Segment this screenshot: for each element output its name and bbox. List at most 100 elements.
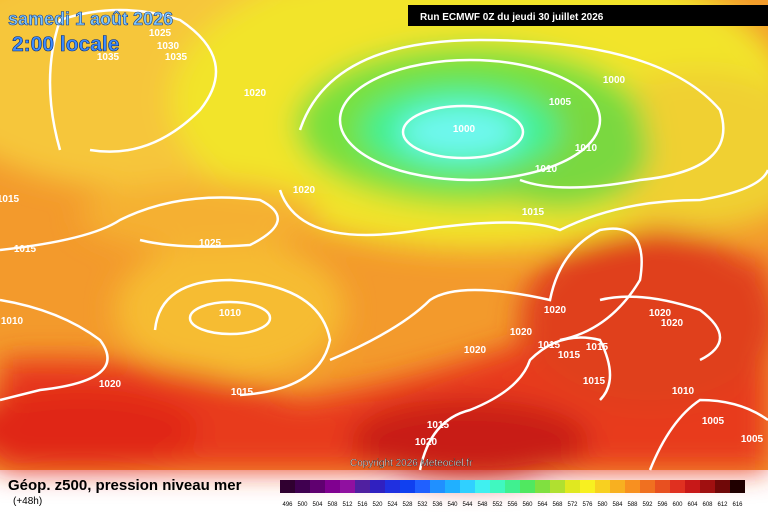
map-date: samedi 1 août 2026 (8, 9, 173, 29)
isobar-label: 1005 (549, 97, 572, 108)
colorbar-label: 512 (342, 502, 353, 508)
footer-lead: (+48h) (13, 496, 42, 507)
colorbar-swatch (280, 480, 295, 493)
footer-title: Géop. z500, pression niveau mer (8, 477, 242, 494)
colorbar-swatch (655, 480, 670, 493)
isobar-label: 1020 (510, 327, 533, 338)
colorbar-swatch (535, 480, 550, 493)
isobar-label: 1020 (544, 305, 567, 316)
colorbar-label: 556 (507, 502, 518, 508)
isobar-label: 1015 (586, 342, 609, 353)
colorbar-swatch (340, 480, 355, 493)
isobar-label: 1030 (157, 41, 180, 52)
isobar-label: 1015 (0, 194, 20, 205)
map-time: 2:00 locale (12, 33, 119, 56)
colorbar-label: 536 (432, 502, 443, 508)
map-background (0, 0, 768, 480)
isobar-label: 1015 (231, 387, 254, 398)
colorbar-swatch (295, 480, 310, 493)
colorbar-label: 520 (372, 502, 383, 508)
colorbar-swatch (400, 480, 415, 493)
colorbar-swatch (355, 480, 370, 493)
colorbar-swatch (415, 480, 430, 493)
footer: Géop. z500, pression niveau mer (+48h) 4… (8, 477, 745, 508)
colorbar-swatch (310, 480, 325, 493)
colorbar-label: 592 (642, 502, 653, 508)
isobar-label: 1015 (538, 340, 561, 351)
colorbar-label: 616 (732, 502, 743, 508)
colorbar-label: 524 (387, 502, 398, 508)
colorbar-label: 588 (627, 502, 638, 508)
colorbar-swatch (430, 480, 445, 493)
isobar-label: 1020 (649, 308, 672, 319)
colorbar-label: 508 (327, 502, 338, 508)
colorbar-swatch (640, 480, 655, 493)
header: samedi 1 août 2026 2:00 locale Run ECMWF… (8, 5, 768, 56)
colorbar-swatch (520, 480, 535, 493)
isobar-label: 1000 (453, 124, 476, 135)
colorbar-label: 548 (477, 502, 488, 508)
colorbar-label: 496 (282, 502, 293, 508)
colorbar-swatch (565, 480, 580, 493)
colorbar-swatch (610, 480, 625, 493)
isobar-label: 1015 (558, 350, 581, 361)
colorbar-swatch (325, 480, 340, 493)
isobar-label: 1010 (575, 143, 598, 154)
colorbar-swatch (625, 480, 640, 493)
isobar-label: 1005 (741, 434, 764, 445)
colorbar-swatch (595, 480, 610, 493)
isobar-label: 1010 (219, 308, 242, 319)
colorbar-swatch (490, 480, 505, 493)
colorbar-label: 568 (552, 502, 563, 508)
isobar-label: 1020 (99, 379, 122, 390)
colorbar-swatch (580, 480, 595, 493)
colorbar-label: 516 (357, 502, 368, 508)
copyright: Copyright 2026 Meteociel.fr (350, 458, 473, 469)
colorbar-label: 552 (492, 502, 503, 508)
isobar-label: 1005 (702, 416, 725, 427)
colorbar-swatch (385, 480, 400, 493)
isobar-label: 1020 (661, 318, 684, 329)
colorbar-swatch (445, 480, 460, 493)
colorbar-label: 560 (522, 502, 533, 508)
colorbar-swatch (670, 480, 685, 493)
colorbar-label: 544 (462, 502, 473, 508)
colorbar-label: 604 (687, 502, 698, 508)
colorbar-swatch (460, 480, 475, 493)
isobar-label: 1025 (199, 238, 222, 249)
isobar-label: 1015 (14, 244, 37, 255)
isobar-label: 1020 (415, 437, 438, 448)
isobar-label: 1015 (427, 420, 450, 431)
isobar-label: 1035 (165, 52, 188, 63)
colorbar-swatch (370, 480, 385, 493)
colorbar-swatch (730, 480, 745, 493)
colorbar-label: 540 (447, 502, 458, 508)
colorbar-label: 608 (702, 502, 713, 508)
isobar-label: 1020 (464, 345, 487, 356)
colorbar-swatch (685, 480, 700, 493)
colorbar-swatch (550, 480, 565, 493)
isobar-label: 1010 (535, 164, 558, 175)
colorbar-label: 528 (402, 502, 413, 508)
isobar-label: 1015 (522, 207, 545, 218)
isobar-label: 1035 (97, 52, 120, 63)
isobar-label: 1000 (603, 75, 626, 86)
isobar-label: 1010 (672, 386, 695, 397)
colorbar-swatch (700, 480, 715, 493)
colorbar-swatch (505, 480, 520, 493)
colorbar-label: 596 (657, 502, 668, 508)
colorbar-label: 580 (597, 502, 608, 508)
colorbar-label: 576 (582, 502, 593, 508)
colorbar-label: 584 (612, 502, 623, 508)
colorbar-label: 600 (672, 502, 683, 508)
run-info: Run ECMWF 0Z du jeudi 30 juillet 2026 (420, 12, 604, 23)
colorbar-label: 564 (537, 502, 548, 508)
colorbar: 496 500 504 508 512 516 520 524 528 532 536 540 544 5… (280, 480, 745, 508)
colorbar-label: 612 (717, 502, 728, 508)
colorbar-swatch (715, 480, 730, 493)
isobar-label: 1015 (583, 376, 606, 387)
colorbar-label: 532 (417, 502, 428, 508)
isobar-label: 1020 (293, 185, 316, 196)
